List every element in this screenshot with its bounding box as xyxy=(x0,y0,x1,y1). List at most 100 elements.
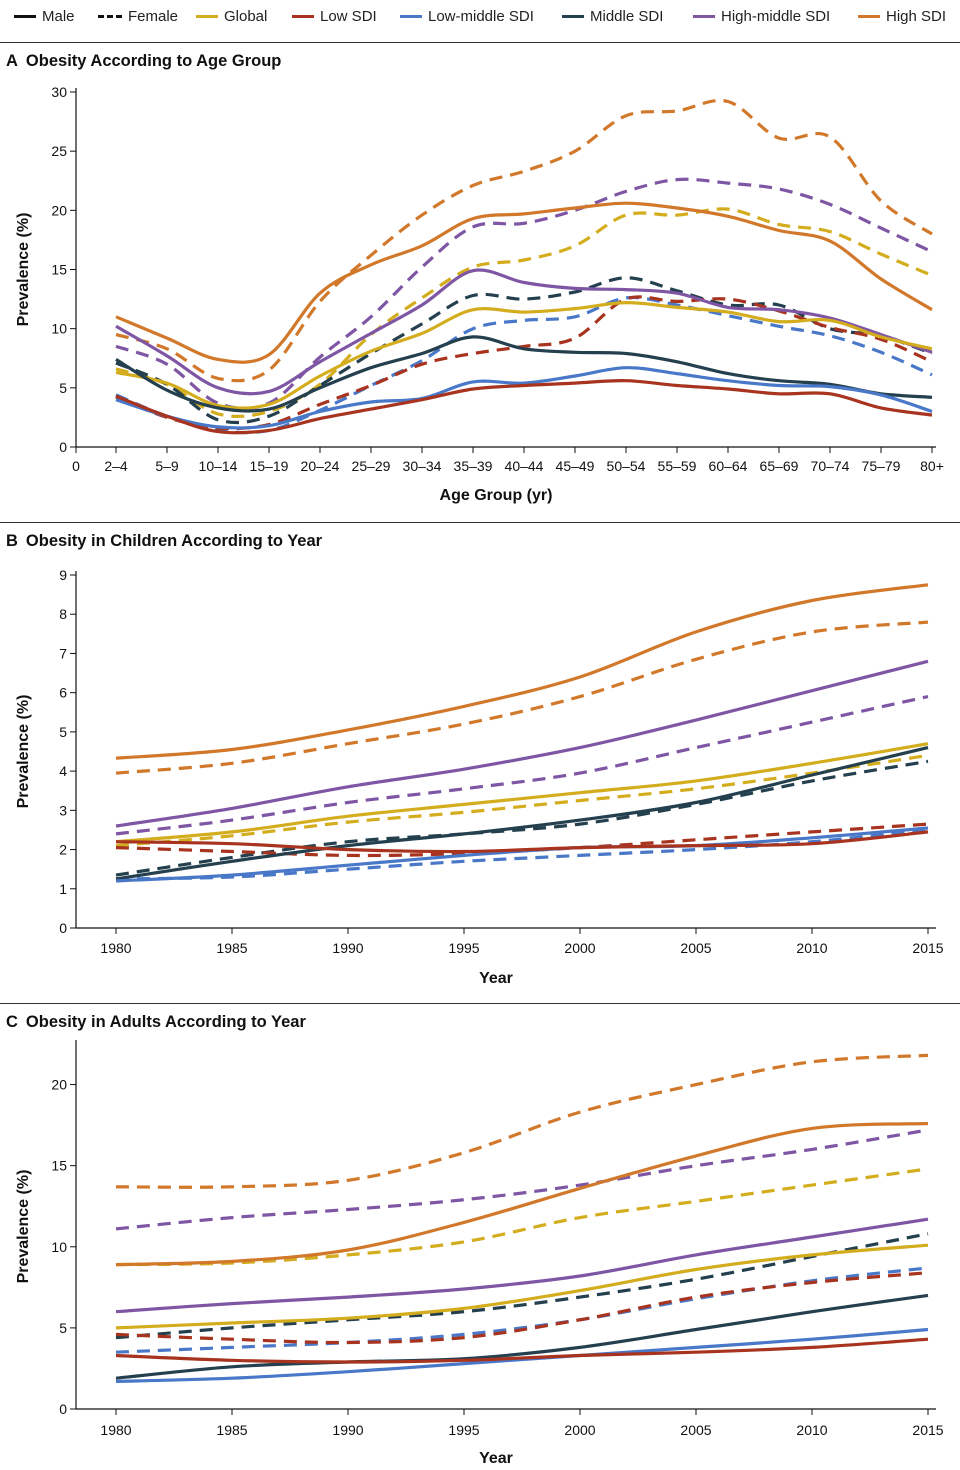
chart-a-x-tick-label: 40–44 xyxy=(505,458,544,474)
chart-a-x-tick-label: 25–29 xyxy=(352,458,391,474)
legend: Male Female Global Low SDI Low-middle SDI Mid… xyxy=(0,0,960,34)
legend-label-low-middle-sdi: Low-middle SDI xyxy=(428,7,534,25)
legend-swatch-male xyxy=(14,14,36,18)
chart-a-series-low-sdi-male xyxy=(115,379,933,435)
chart-c-svg: 0 5 10 15 20 1980 1985 1990 1995 2000 2005 2010 2015… xyxy=(15,1040,944,1467)
chart-c-x-tick-label: 2005 xyxy=(680,1422,711,1438)
chart-a-series-high-middle-sdi-male xyxy=(115,268,933,396)
chart-a-x-tick-label: 35–39 xyxy=(454,458,493,474)
chart-c-series-high-sdi-male xyxy=(115,1121,929,1267)
chart-c-x-tick-label: 1980 xyxy=(100,1422,131,1438)
panel-b-title: B Obesity in Children According to Year xyxy=(6,532,322,551)
legend-swatch-low-sdi xyxy=(292,14,314,18)
chart-b-y-tick-label: 6 xyxy=(59,685,67,701)
legend-item-low-middle-sdi: Low-middle SDI xyxy=(400,6,534,26)
legend-swatch-high-middle-sdi xyxy=(693,14,715,18)
chart-a-x-tick-label: 5–9 xyxy=(155,458,179,474)
chart-a-x-tick-label: 0 xyxy=(72,458,80,474)
legend-divider xyxy=(0,42,960,43)
chart-b-x-tick-label: 2000 xyxy=(564,940,595,956)
legend-swatch-middle-sdi xyxy=(562,14,584,18)
chart-b-series-high-middle-sdi-female xyxy=(115,695,929,836)
panel-a-divider xyxy=(0,522,960,523)
chart-c-series-high-middle-sdi-female xyxy=(115,1128,929,1231)
chart-a-series-low-middle-sdi-male xyxy=(115,366,933,430)
chart-b-x-tick-label: 1980 xyxy=(100,940,131,956)
chart-b-x-tick-label: 2015 xyxy=(912,940,943,956)
chart-b-series-high-middle-sdi-male xyxy=(115,659,929,828)
chart-a-x-tick-label: 55–59 xyxy=(658,458,697,474)
chart-b-x-axis-label: Year xyxy=(479,970,513,987)
panel-b-divider xyxy=(0,1003,960,1004)
legend-label-female: Female xyxy=(128,7,179,25)
chart-c-series-global-female xyxy=(115,1167,929,1267)
chart-c-series-middle-sdi-female xyxy=(115,1232,929,1340)
chart-a-x-tick-label: 15–19 xyxy=(250,458,289,474)
panel-a-title: A Obesity According to Age Group xyxy=(6,52,281,71)
chart-c-series-global-male xyxy=(115,1243,929,1330)
legend-item-middle-sdi: Middle SDI xyxy=(562,6,663,26)
legend-swatch-global xyxy=(196,14,218,18)
chart-c-series-low-sdi-male xyxy=(115,1337,929,1364)
chart-a-x-axis-label: Age Group (yr) xyxy=(440,487,553,504)
chart-a-series-low-middle-sdi-female xyxy=(115,295,933,435)
chart-c-y-tick-label: 0 xyxy=(59,1401,67,1417)
chart-a-x-tick-label: 20–24 xyxy=(301,458,340,474)
chart-b-x-tick-label: 2010 xyxy=(796,940,827,956)
panel-c: C Obesity in Adults According to Year 0 5 1… xyxy=(0,1005,960,1470)
chart-b-y-axis-label: Prevalence (%) xyxy=(15,695,32,809)
legend-swatch-female xyxy=(98,14,122,18)
chart-b-series-low-middle-sdi-male xyxy=(115,826,929,883)
chart-a-x-tick-label: 10–14 xyxy=(199,458,238,474)
legend-item-global: Global xyxy=(196,6,267,26)
chart-b-y-tick-label: 9 xyxy=(59,567,67,583)
chart-c-series-low-sdi-female xyxy=(115,1271,929,1345)
chart-b-y-tick-label: 2 xyxy=(59,842,67,858)
chart-a-x-tick-label: 45–49 xyxy=(556,458,595,474)
legend-label-high-middle-sdi: High-middle SDI xyxy=(721,7,831,25)
chart-c-series-high-middle-sdi-male xyxy=(115,1217,929,1314)
panel-b-title-text: Obesity in Children According to Year xyxy=(25,532,323,550)
chart-b-series-high-sdi-male xyxy=(115,583,929,760)
panel-a-title-text: Obesity According to Age Group xyxy=(25,52,282,70)
chart-a-series-global-male xyxy=(115,300,933,410)
chart-a-y-tick-label: 30 xyxy=(51,84,67,100)
chart-a-x-tick-label: 2–4 xyxy=(104,458,128,474)
panel-c-letter: C xyxy=(6,1013,18,1031)
panel-c-title: C Obesity in Adults According to Year xyxy=(6,1013,306,1032)
chart-c-y-tick-label: 10 xyxy=(51,1239,67,1255)
chart-b-y-tick-label: 5 xyxy=(59,724,67,740)
chart-a-x-tick-label: 80+ xyxy=(920,458,944,474)
chart-c-x-tick-label: 2000 xyxy=(564,1422,595,1438)
chart-a-x-tick-label: 75–79 xyxy=(862,458,901,474)
chart-c-x-axis-label: Year xyxy=(479,1450,513,1467)
chart-a-y-tick-label: 25 xyxy=(51,143,67,159)
legend-item-high-middle-sdi: High-middle SDI xyxy=(693,6,830,26)
chart-b-y-tick-label: 7 xyxy=(59,645,67,661)
chart-a-y-tick-label: 20 xyxy=(51,202,67,218)
chart-a-x-tick-label: 70–74 xyxy=(811,458,850,474)
panel-a: A Obesity According to Age Group 0 5 10 15 20… xyxy=(0,44,960,522)
chart-c-y-tick-label: 15 xyxy=(51,1158,67,1174)
chart-b-y-tick-label: 8 xyxy=(59,606,67,622)
chart-a-series-middle-sdi-male xyxy=(115,335,933,413)
chart-a-series-high-sdi-male xyxy=(115,201,933,364)
chart-a-svg: 0 5 10 15 20 25 30 0 2–4 5–9 10–14 15–19 20–24 25–29 3… xyxy=(15,84,944,504)
chart-c-x-tick-label: 1985 xyxy=(216,1422,247,1438)
chart-a-y-tick-label: 10 xyxy=(51,321,67,337)
chart-b-x-tick-label: 1985 xyxy=(216,940,247,956)
legend-item-high-sdi: High SDI xyxy=(858,6,946,26)
chart-b-series-global-male xyxy=(115,742,929,844)
panel-b: B Obesity in Children According to Year 0… xyxy=(0,524,960,1002)
chart-b-x-tick-label: 2005 xyxy=(680,940,711,956)
chart-a-y-axis-label: Prevalence (%) xyxy=(15,213,32,327)
legend-label-global: Global xyxy=(224,7,268,25)
chart-c-y-tick-label: 20 xyxy=(51,1077,67,1093)
legend-label-male: Male xyxy=(42,7,75,25)
chart-c-y-axis-label: Prevalence (%) xyxy=(15,1170,32,1284)
chart-a-x-tick-label: 60–64 xyxy=(709,458,748,474)
legend-swatch-low-middle-sdi xyxy=(400,14,422,18)
chart-c-x-tick-label: 1995 xyxy=(448,1422,479,1438)
panel-c-title-text: Obesity in Adults According to Year xyxy=(25,1013,306,1031)
chart-c-series-high-sdi-female xyxy=(115,1053,929,1189)
